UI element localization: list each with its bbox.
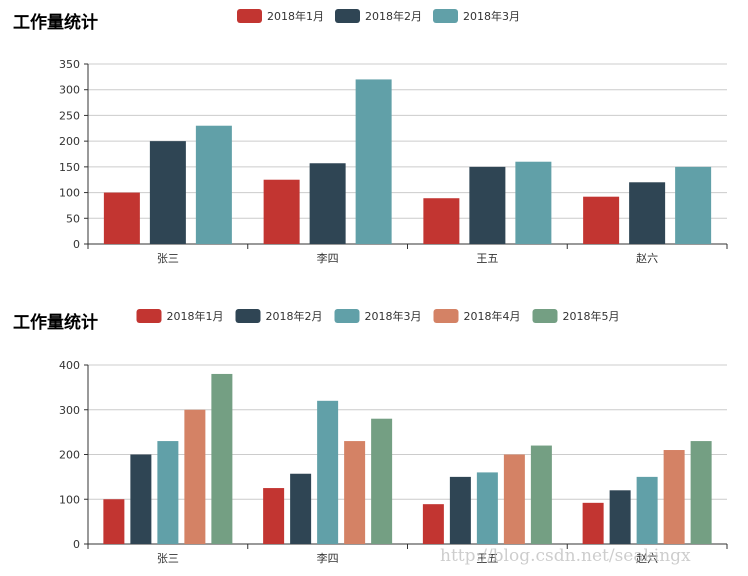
y-tick-label: 50 <box>66 212 80 225</box>
chart-title: 工作量统计 <box>13 313 98 333</box>
bar[interactable] <box>184 409 206 544</box>
y-tick-label: 100 <box>59 187 80 200</box>
bar[interactable] <box>469 166 506 244</box>
y-tick-label: 100 <box>59 493 80 506</box>
bar-chart: 2018年1月 2018年2月 2018年3月 2018年4月 2018年5月 0 100 2… <box>59 309 728 565</box>
y-tick-label: 400 <box>59 359 80 372</box>
legend-swatch[interactable] <box>235 309 261 323</box>
bar[interactable] <box>503 454 525 545</box>
bar[interactable] <box>130 454 152 545</box>
bar[interactable] <box>344 441 366 544</box>
bar-chart: 2018年1月 2018年2月 2018年3月 0 50 100 150 200 250 300 3… <box>59 9 728 265</box>
bar[interactable] <box>530 445 552 544</box>
legend-swatch[interactable] <box>433 9 458 23</box>
bar[interactable] <box>149 141 186 244</box>
bar[interactable] <box>103 192 140 244</box>
bar[interactable] <box>423 198 460 244</box>
legend-label[interactable]: 2018年2月 <box>365 9 422 23</box>
bar[interactable] <box>263 179 300 244</box>
bar[interactable] <box>609 490 631 544</box>
bar[interactable] <box>263 488 285 544</box>
legend-swatch[interactable] <box>334 309 360 323</box>
legend-swatch[interactable] <box>136 309 162 323</box>
y-tick-label: 200 <box>59 449 80 462</box>
legend-label[interactable]: 2018年3月 <box>365 309 422 323</box>
legend-swatch[interactable] <box>237 9 262 23</box>
legend-label[interactable]: 2018年5月 <box>563 309 620 323</box>
x-tick-label: 王五 <box>476 252 498 265</box>
bar[interactable] <box>515 161 552 244</box>
legend-label[interactable]: 2018年1月 <box>167 309 224 323</box>
bar[interactable] <box>422 504 444 544</box>
bar[interactable] <box>371 418 393 544</box>
chart-panel-2: 工作量统计 2018年1月 2018年2月 2018年3月 2018年4月 2018年5… <box>0 288 748 576</box>
bar[interactable] <box>355 79 392 244</box>
x-tick-label: 张三 <box>157 252 179 265</box>
legend-label[interactable]: 2018年2月 <box>266 309 323 323</box>
bar[interactable] <box>663 450 685 544</box>
bar[interactable] <box>309 163 346 244</box>
bar[interactable] <box>157 441 179 544</box>
y-tick-label: 250 <box>59 109 80 122</box>
y-tick-label: 0 <box>73 538 80 551</box>
bar[interactable] <box>690 441 712 544</box>
bar[interactable] <box>636 476 658 544</box>
legend-label[interactable]: 2018年3月 <box>463 9 520 23</box>
bar[interactable] <box>629 182 666 244</box>
legend-label[interactable]: 2018年4月 <box>464 309 521 323</box>
bar[interactable] <box>195 125 232 244</box>
x-tick-label: 李四 <box>317 551 339 565</box>
bar[interactable] <box>211 373 233 544</box>
y-tick-label: 300 <box>59 84 80 97</box>
y-tick-label: 0 <box>73 238 80 251</box>
bar[interactable] <box>675 166 712 244</box>
x-tick-label: 李四 <box>317 251 339 265</box>
bar[interactable] <box>582 502 604 544</box>
x-tick-label: 王五 <box>476 552 498 565</box>
bar[interactable] <box>103 499 125 544</box>
y-tick-label: 350 <box>59 58 80 71</box>
bar[interactable] <box>290 473 312 544</box>
legend-swatch[interactable] <box>532 309 558 323</box>
legend-swatch[interactable] <box>335 9 360 23</box>
y-tick-label: 300 <box>59 404 80 417</box>
legend-label[interactable]: 2018年1月 <box>267 9 324 23</box>
x-tick-label: 赵六 <box>636 551 658 565</box>
legend: 2018年1月 2018年2月 2018年3月 2018年4月 2018年5月 <box>136 309 620 323</box>
legend-swatch[interactable] <box>433 309 459 323</box>
y-tick-label: 200 <box>59 135 80 148</box>
bar[interactable] <box>449 476 471 544</box>
bar[interactable] <box>583 196 620 244</box>
y-tick-label: 150 <box>59 161 80 174</box>
x-tick-label: 赵六 <box>636 251 658 265</box>
bar[interactable] <box>476 472 498 544</box>
chart-title: 工作量统计 <box>13 13 98 33</box>
legend: 2018年1月 2018年2月 2018年3月 <box>237 9 520 23</box>
chart-panel-1: 工作量统计 2018年1月 2018年2月 2018年3月 0 50 100 150 200 2… <box>13 9 728 265</box>
x-tick-label: 张三 <box>157 552 179 565</box>
watermark-text: http://blog.csdn.net/seakingx <box>440 546 691 566</box>
bar[interactable] <box>317 400 339 544</box>
